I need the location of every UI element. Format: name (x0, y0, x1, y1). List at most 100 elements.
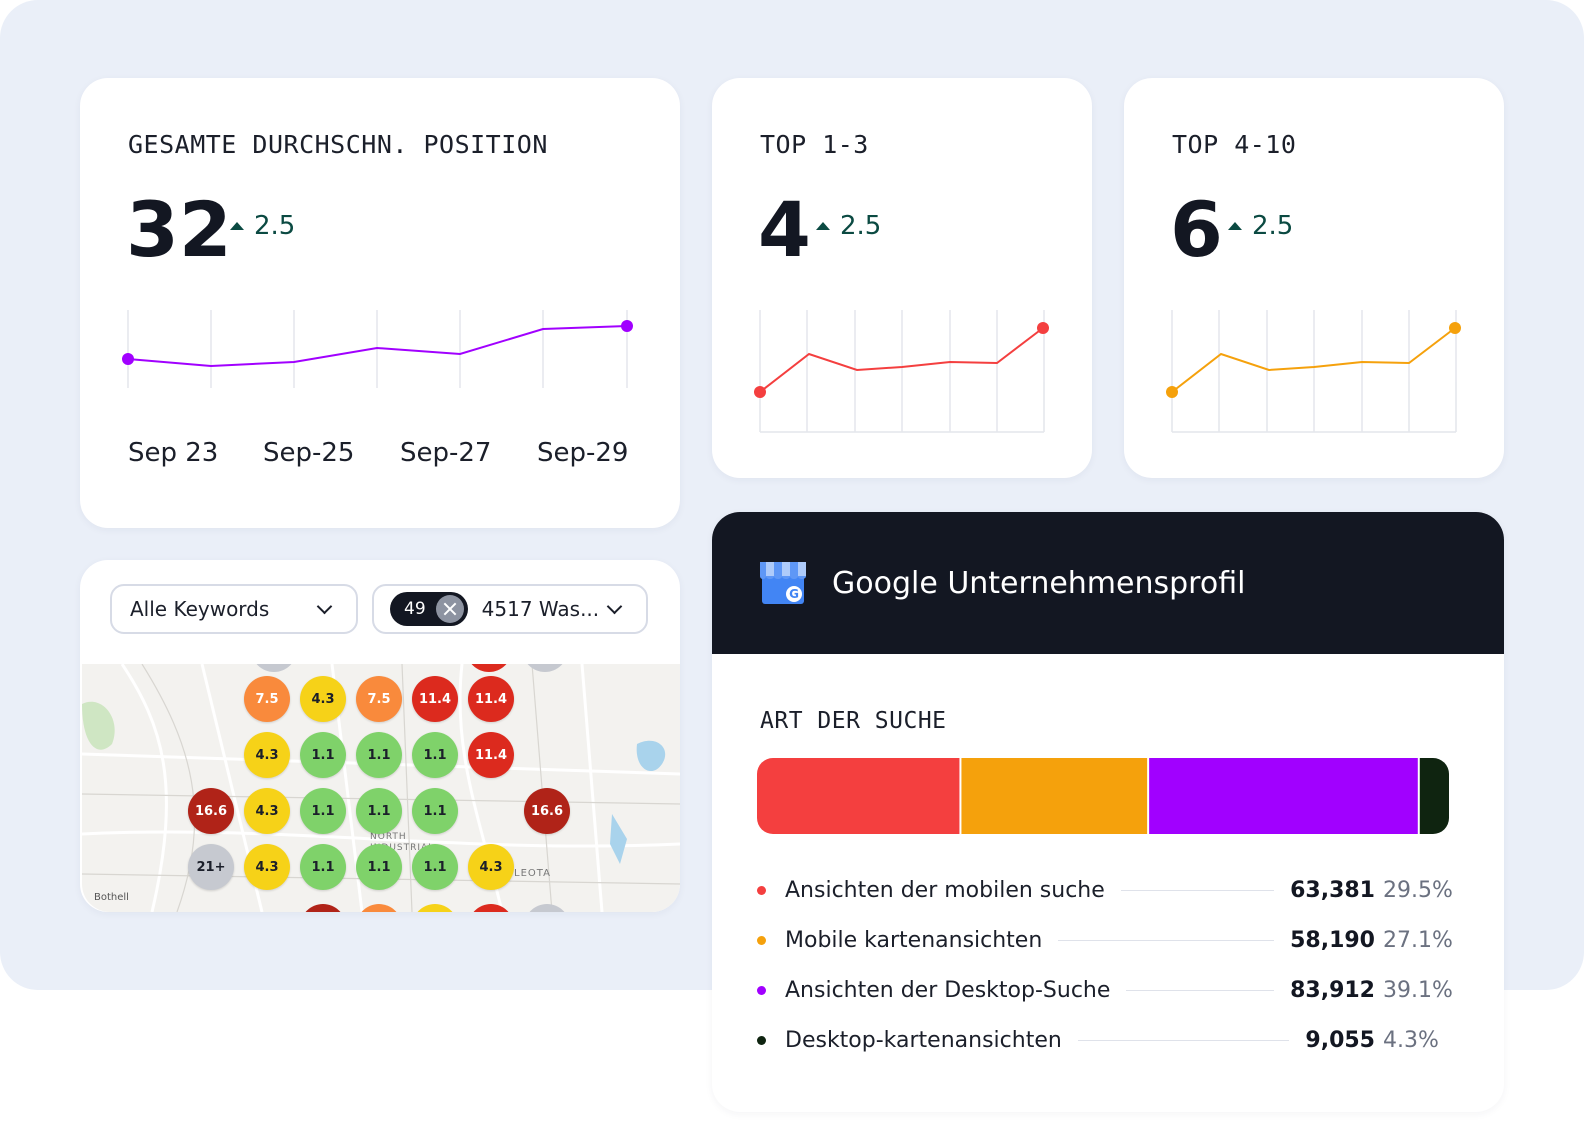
rank-dot[interactable]: 4.3 (468, 844, 514, 890)
top-4-10-end-point (1449, 322, 1461, 334)
avg-position-line (127, 325, 628, 368)
rank-dot[interactable]: 1.1 (300, 732, 346, 778)
legend-dot (757, 885, 766, 895)
legend-percent: 39.1% (1383, 977, 1453, 1003)
rank-dot[interactable]: 4.3 (244, 732, 290, 778)
legend-percent: 29.5% (1383, 877, 1453, 903)
rank-dot[interactable]: 11.4 (412, 676, 458, 722)
bar-segment (1149, 758, 1418, 834)
rank-dot-partial (468, 904, 514, 912)
rank-dot-partial (524, 904, 570, 912)
legend-dot (757, 935, 766, 945)
arrow-up-icon (230, 222, 244, 230)
avg-position-end-point (621, 320, 633, 332)
gbp-header-title: Google Unternehmensprofil (832, 566, 1246, 601)
rank-dot-partial (522, 664, 568, 672)
store-icon: G (760, 562, 806, 604)
rank-dot[interactable]: 16.6 (524, 788, 570, 834)
gbp-card: G Google Unternehmensprofil ART DER SUCH… (712, 512, 1504, 1112)
rank-dot[interactable]: 1.1 (412, 788, 458, 834)
keyword-select[interactable]: Alle Keywords (110, 584, 358, 634)
arrow-up-icon (816, 222, 830, 230)
rank-dot[interactable]: 1.1 (412, 732, 458, 778)
x-tick-label: Sep-29 (537, 438, 629, 468)
top-4-10-value: 6 (1170, 185, 1223, 274)
search-type-title: ART DER SUCHE (760, 708, 947, 734)
top-4-10-delta: 2.5 (1228, 211, 1293, 241)
top-4-10-line (1171, 327, 1456, 393)
rank-dot[interactable]: 7.5 (356, 676, 402, 722)
map-label: LEOTA (514, 868, 551, 879)
rank-dot[interactable]: 1.1 (412, 844, 458, 890)
rank-dot-partial (251, 664, 297, 672)
top-1-3-card: TOP 1-3 4 2.5 (712, 78, 1092, 478)
rank-dot[interactable]: 11.4 (468, 732, 514, 778)
legend-value: 58,190 (1290, 927, 1375, 953)
legend-label: Ansichten der Desktop-Suche (785, 977, 1111, 1003)
top-4-10-title: TOP 4-10 (1172, 130, 1297, 159)
top-1-3-title: TOP 1-3 (760, 130, 869, 159)
location-select[interactable]: 49 4517 Was... (372, 584, 648, 634)
rank-dot-partial (356, 904, 402, 912)
top-1-3-line (759, 327, 1044, 393)
legend-label: Mobile kartenansichten (785, 927, 1043, 953)
rank-dot[interactable]: 1.1 (356, 844, 402, 890)
avg-position-card: GESAMTE DURCHSCHN. POSITION 32 2.5 Sep 2… (80, 78, 680, 528)
rank-dot[interactable]: 1.1 (300, 844, 346, 890)
top-1-3-value: 4 (758, 185, 811, 274)
avg-position-start-point (122, 353, 134, 365)
legend-value: 9,055 (1305, 1027, 1375, 1053)
rank-dot-partial (300, 904, 346, 912)
avg-position-title: GESAMTE DURCHSCHN. POSITION (128, 130, 548, 159)
top-4-10-start-point (1166, 386, 1178, 398)
legend-row: Mobile kartenansichten 58,190 27.1% (757, 920, 1453, 960)
rank-dot[interactable]: 4.3 (244, 844, 290, 890)
avg-position-sparkline (122, 310, 633, 388)
gbp-header: G Google Unternehmensprofil (712, 512, 1504, 654)
legend-percent: 4.3% (1383, 1027, 1439, 1053)
rank-dot[interactable]: 1.1 (356, 732, 402, 778)
legend-dot (757, 985, 766, 995)
map-label: Bothell (94, 892, 129, 903)
legend-value: 63,381 (1290, 877, 1375, 903)
clear-icon[interactable] (435, 595, 464, 623)
x-tick-label: Sep-25 (263, 438, 355, 468)
location-count-chip: 49 (390, 592, 468, 626)
rank-dot-partial (466, 664, 512, 672)
top-4-10-delta-value: 2.5 (1252, 211, 1294, 241)
rank-dot[interactable]: 1.1 (356, 788, 402, 834)
rank-dot[interactable]: 16.6 (188, 788, 234, 834)
search-type-stacked-bar (757, 758, 1449, 834)
rank-dot[interactable]: 7.5 (244, 676, 290, 722)
legend-row: Ansichten der mobilen suche 63,381 29.5% (757, 870, 1453, 910)
top-1-3-end-point (1037, 322, 1049, 334)
rank-dot[interactable]: 4.3 (244, 788, 290, 834)
svg-text:G: G (789, 587, 799, 601)
top-1-3-start-point (754, 386, 766, 398)
legend-percent: 27.1% (1383, 927, 1453, 953)
bar-segment (757, 758, 960, 834)
x-tick-label: Sep 23 (128, 438, 219, 468)
bar-segment (1419, 758, 1449, 834)
top-4-10-sparkline (1166, 310, 1461, 433)
chevron-down-icon (316, 598, 333, 615)
rank-grid-map[interactable]: Bothell LEOTA NORTH INDUSTRIAL 7.5 4.3 7.5… (82, 664, 680, 912)
avg-position-value: 32 (126, 185, 232, 274)
rank-dot-partial (412, 904, 458, 912)
rank-dot[interactable]: 11.4 (468, 676, 514, 722)
x-tick-label: Sep-27 (400, 438, 492, 468)
avg-position-delta-value: 2.5 (254, 211, 296, 241)
rank-dot[interactable]: 1.1 (300, 788, 346, 834)
top-1-3-sparkline (754, 310, 1049, 433)
avg-position-delta: 2.5 (230, 211, 295, 241)
legend-label: Desktop-kartenansichten (785, 1027, 1062, 1053)
legend-row: Ansichten der Desktop-Suche 83,912 39.1% (757, 970, 1453, 1010)
map-label: NORTH (370, 832, 407, 842)
legend-label: Ansichten der mobilen suche (785, 877, 1105, 903)
chevron-down-icon (606, 598, 623, 615)
top-1-3-delta-value: 2.5 (840, 211, 882, 241)
rank-dot[interactable]: 4.3 (300, 676, 346, 722)
keyword-select-value: Alle Keywords (130, 597, 270, 621)
map-label: INDUSTRIAL (370, 843, 435, 853)
rank-dot[interactable]: 21+ (188, 844, 234, 890)
